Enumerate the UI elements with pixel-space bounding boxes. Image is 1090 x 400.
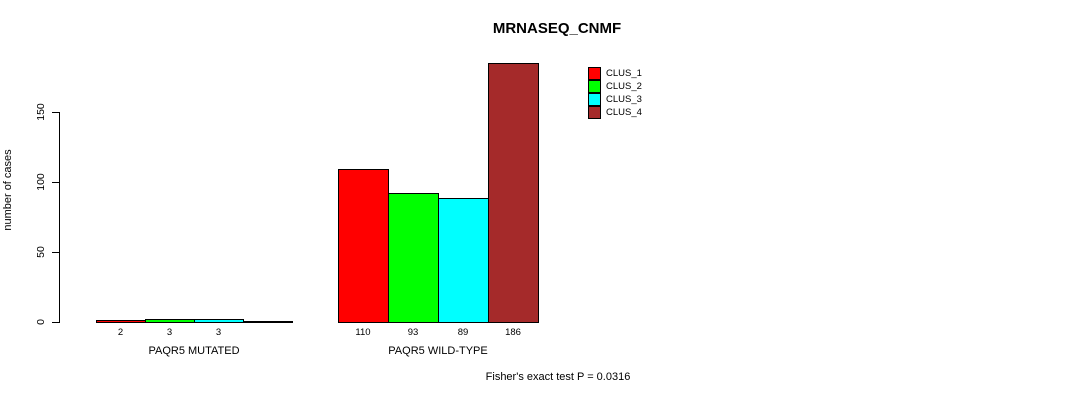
bar-value-label: 3 <box>215 327 222 338</box>
y-tick-mark <box>52 182 59 183</box>
x-group-label-wildtype: PAQR5 WILD-TYPE <box>388 345 488 357</box>
bar <box>438 198 489 323</box>
bar <box>96 320 146 323</box>
legend-item: CLUS_2 <box>588 80 642 93</box>
bar-value-label: 3 <box>166 327 173 338</box>
legend-color-swatch <box>588 106 601 119</box>
x-group-label-mutated: PAQR5 MUTATED <box>148 345 240 357</box>
legend-label: CLUS_2 <box>606 81 642 92</box>
legend-color-swatch <box>588 93 601 106</box>
legend-color-swatch <box>588 67 601 80</box>
legend-label: CLUS_4 <box>606 107 642 118</box>
y-tick-mark <box>52 322 59 323</box>
legend-color-swatch <box>588 80 601 93</box>
y-tick-label: 100 <box>35 173 47 191</box>
legend-label: CLUS_3 <box>606 94 642 105</box>
y-axis-line <box>59 112 60 323</box>
bar <box>388 193 439 323</box>
bar <box>145 319 195 323</box>
bar-value-label: 186 <box>505 327 521 338</box>
legend-item: CLUS_4 <box>588 106 642 119</box>
y-axis-label: number of cases <box>2 149 14 231</box>
bar <box>194 319 244 323</box>
pvalue-annotation: Fisher's exact test P = 0.0316 <box>485 371 631 383</box>
legend-item: CLUS_3 <box>588 93 642 106</box>
bar-value-label: 89 <box>457 327 469 338</box>
bar <box>488 63 539 323</box>
chart-title: MRNASEQ_CNMF <box>492 20 622 37</box>
zero-height-bar <box>243 321 293 323</box>
y-tick-label: 0 <box>35 319 47 325</box>
bar-value-label: 110 <box>355 327 371 338</box>
y-tick-label: 50 <box>35 246 47 258</box>
bar <box>338 169 389 323</box>
bar-value-label: 93 <box>407 327 419 338</box>
y-tick-mark <box>52 112 59 113</box>
bar-value-label: 2 <box>117 327 124 338</box>
legend-item: CLUS_1 <box>588 67 642 80</box>
y-tick-mark <box>52 252 59 253</box>
y-tick-label: 150 <box>35 103 47 121</box>
legend-label: CLUS_1 <box>606 68 642 79</box>
